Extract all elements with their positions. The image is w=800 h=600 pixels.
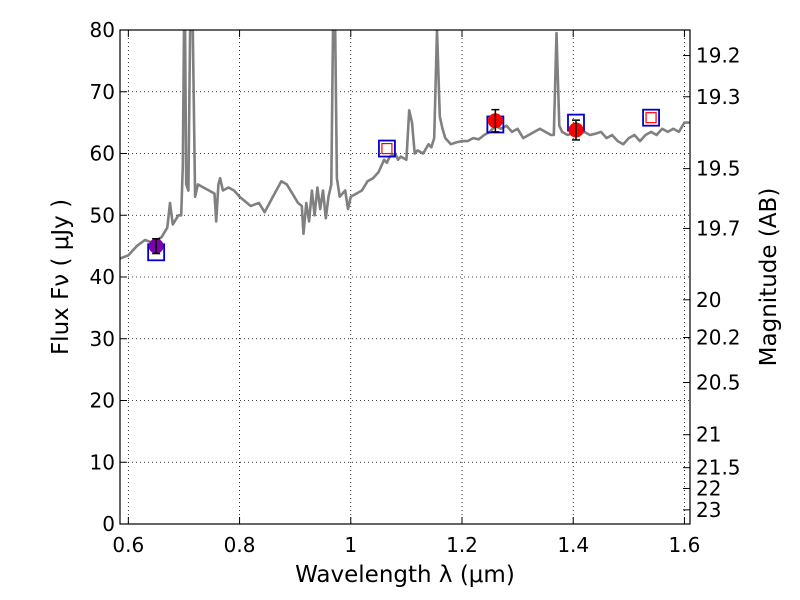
y-tick-label: 70 <box>90 80 115 104</box>
y-axis-label: Flux Fν ( μJy ) <box>48 199 74 355</box>
model-photometry-square <box>642 108 660 127</box>
y-tick-label: 10 <box>90 450 115 474</box>
y-tick-label: 20 <box>90 389 115 413</box>
x-axis-label: Wavelength λ (μm) <box>295 562 515 588</box>
mag-tick-label: 20.2 <box>696 326 741 350</box>
mag-tick-label: 20.5 <box>696 371 741 395</box>
plot-area <box>120 30 690 262</box>
inner-marker-square <box>381 142 393 155</box>
mag-tick-label: 19.5 <box>696 157 741 181</box>
x-tick-label: 1 <box>344 533 357 557</box>
mag-tick-label: 21.5 <box>696 456 741 480</box>
mag-tick-label: 20 <box>696 288 721 312</box>
mag-tick-label: 19.3 <box>696 85 741 109</box>
mag-tick-label: 19.7 <box>696 216 741 240</box>
plot-frame <box>119 29 691 525</box>
y-tick-label: 30 <box>90 327 115 351</box>
y-axis-label-right: Magnitude (AB) <box>756 188 782 367</box>
y-tick-label: 60 <box>90 142 115 166</box>
mag-tick-label: 22 <box>696 476 721 500</box>
x-tick-label: 0.8 <box>224 533 256 557</box>
mag-tick-label: 23 <box>696 498 721 522</box>
x-tick-label: 0.6 <box>112 533 144 557</box>
model-photometry-square <box>378 139 396 158</box>
mag-tick-label: 19.2 <box>696 44 741 68</box>
y-tick-label: 40 <box>90 265 115 289</box>
inner-marker-square <box>645 112 657 124</box>
x-tick-label: 1.4 <box>557 533 589 557</box>
mag-tick-label: 21 <box>696 423 721 447</box>
y-tick-label: 50 <box>90 203 115 227</box>
x-tick-label: 1.6 <box>669 533 701 557</box>
y-tick-label: 80 <box>90 18 115 42</box>
axis-ticks: 0.6 0.8 1 1.2 1.4 1.6 0 10 20 30 40 50 60 70 80 19.2 19.… <box>90 18 741 557</box>
x-tick-label: 1.2 <box>446 533 478 557</box>
y-tick-label: 0 <box>102 512 115 536</box>
